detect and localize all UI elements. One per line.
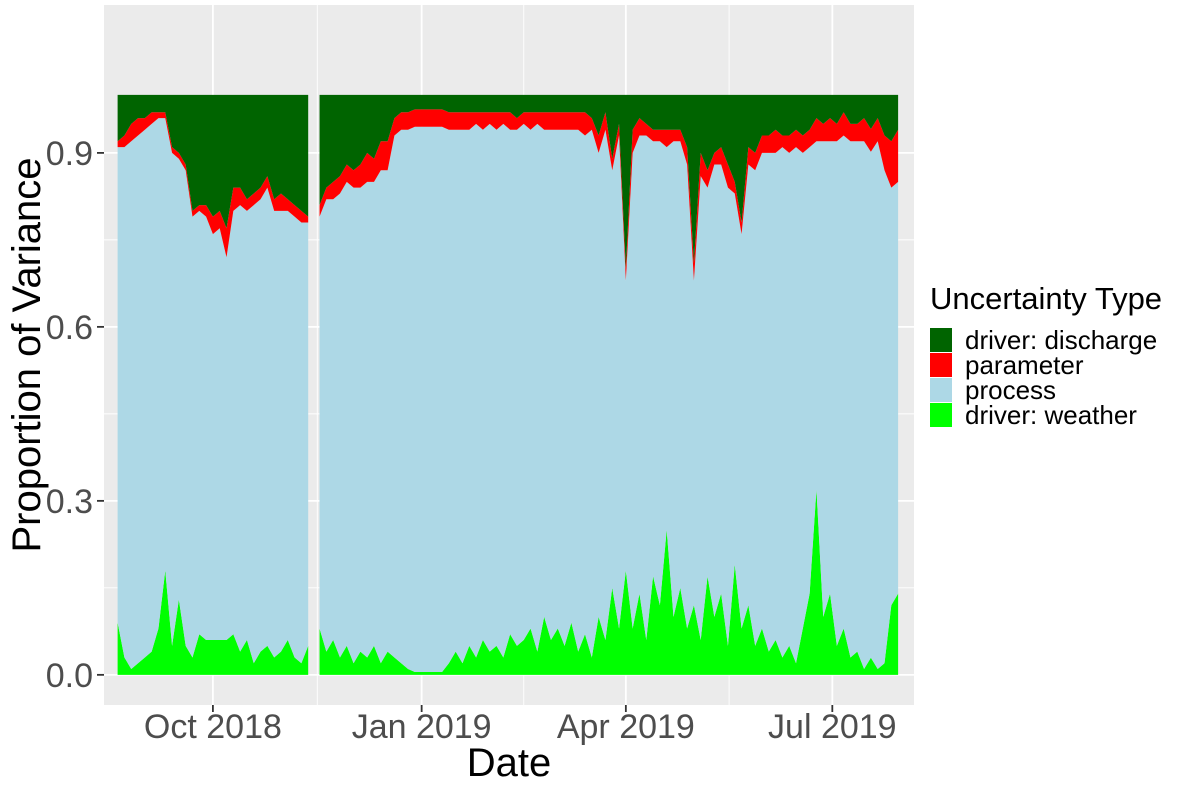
- x-tick-label: Jul 2019: [768, 708, 897, 746]
- area-process: [117, 118, 309, 670]
- legend-title: Uncertainty Type: [930, 281, 1162, 316]
- x-tick-label: Apr 2019: [557, 708, 695, 746]
- y-tick-label: 0.0: [46, 657, 93, 695]
- area-parameter: [319, 109, 899, 281]
- area-driver-discharge: [117, 94, 309, 229]
- x-tick-label: Oct 2018: [144, 708, 282, 746]
- legend-label: process: [965, 375, 1056, 405]
- area-driver-discharge: [319, 94, 899, 269]
- legend-swatch: [930, 378, 952, 402]
- area-driver-weather: [319, 489, 899, 675]
- legend-label: driver: weather: [965, 400, 1137, 430]
- legend-swatch: [930, 328, 952, 352]
- legend-swatch: [930, 403, 952, 427]
- area-driver-weather: [117, 570, 309, 675]
- y-axis-ticks: 0.0 0.3 0.6 0.9: [46, 135, 104, 695]
- y-tick-label: 0.6: [46, 309, 93, 347]
- x-axis-ticks: Oct 2018 Jan 2019 Apr 2019 Jul 2019: [144, 705, 897, 746]
- y-tick-label: 0.3: [46, 483, 93, 521]
- legend-label: parameter: [965, 350, 1084, 380]
- area-process: [319, 123, 899, 672]
- y-axis-title: Proportion of Variance: [5, 157, 49, 552]
- stacked-areas: [117, 94, 899, 675]
- x-tick-label: Jan 2019: [352, 708, 492, 746]
- legend: Uncertainty Type driver: dischargeparame…: [930, 281, 1162, 430]
- area-parameter: [117, 112, 309, 258]
- legend-items: driver: dischargeparameterprocessdriver:…: [930, 325, 1157, 430]
- y-tick-label: 0.9: [46, 135, 93, 173]
- legend-label: driver: discharge: [965, 325, 1157, 355]
- legend-swatch: [930, 353, 952, 377]
- x-axis-title: Date: [467, 741, 552, 785]
